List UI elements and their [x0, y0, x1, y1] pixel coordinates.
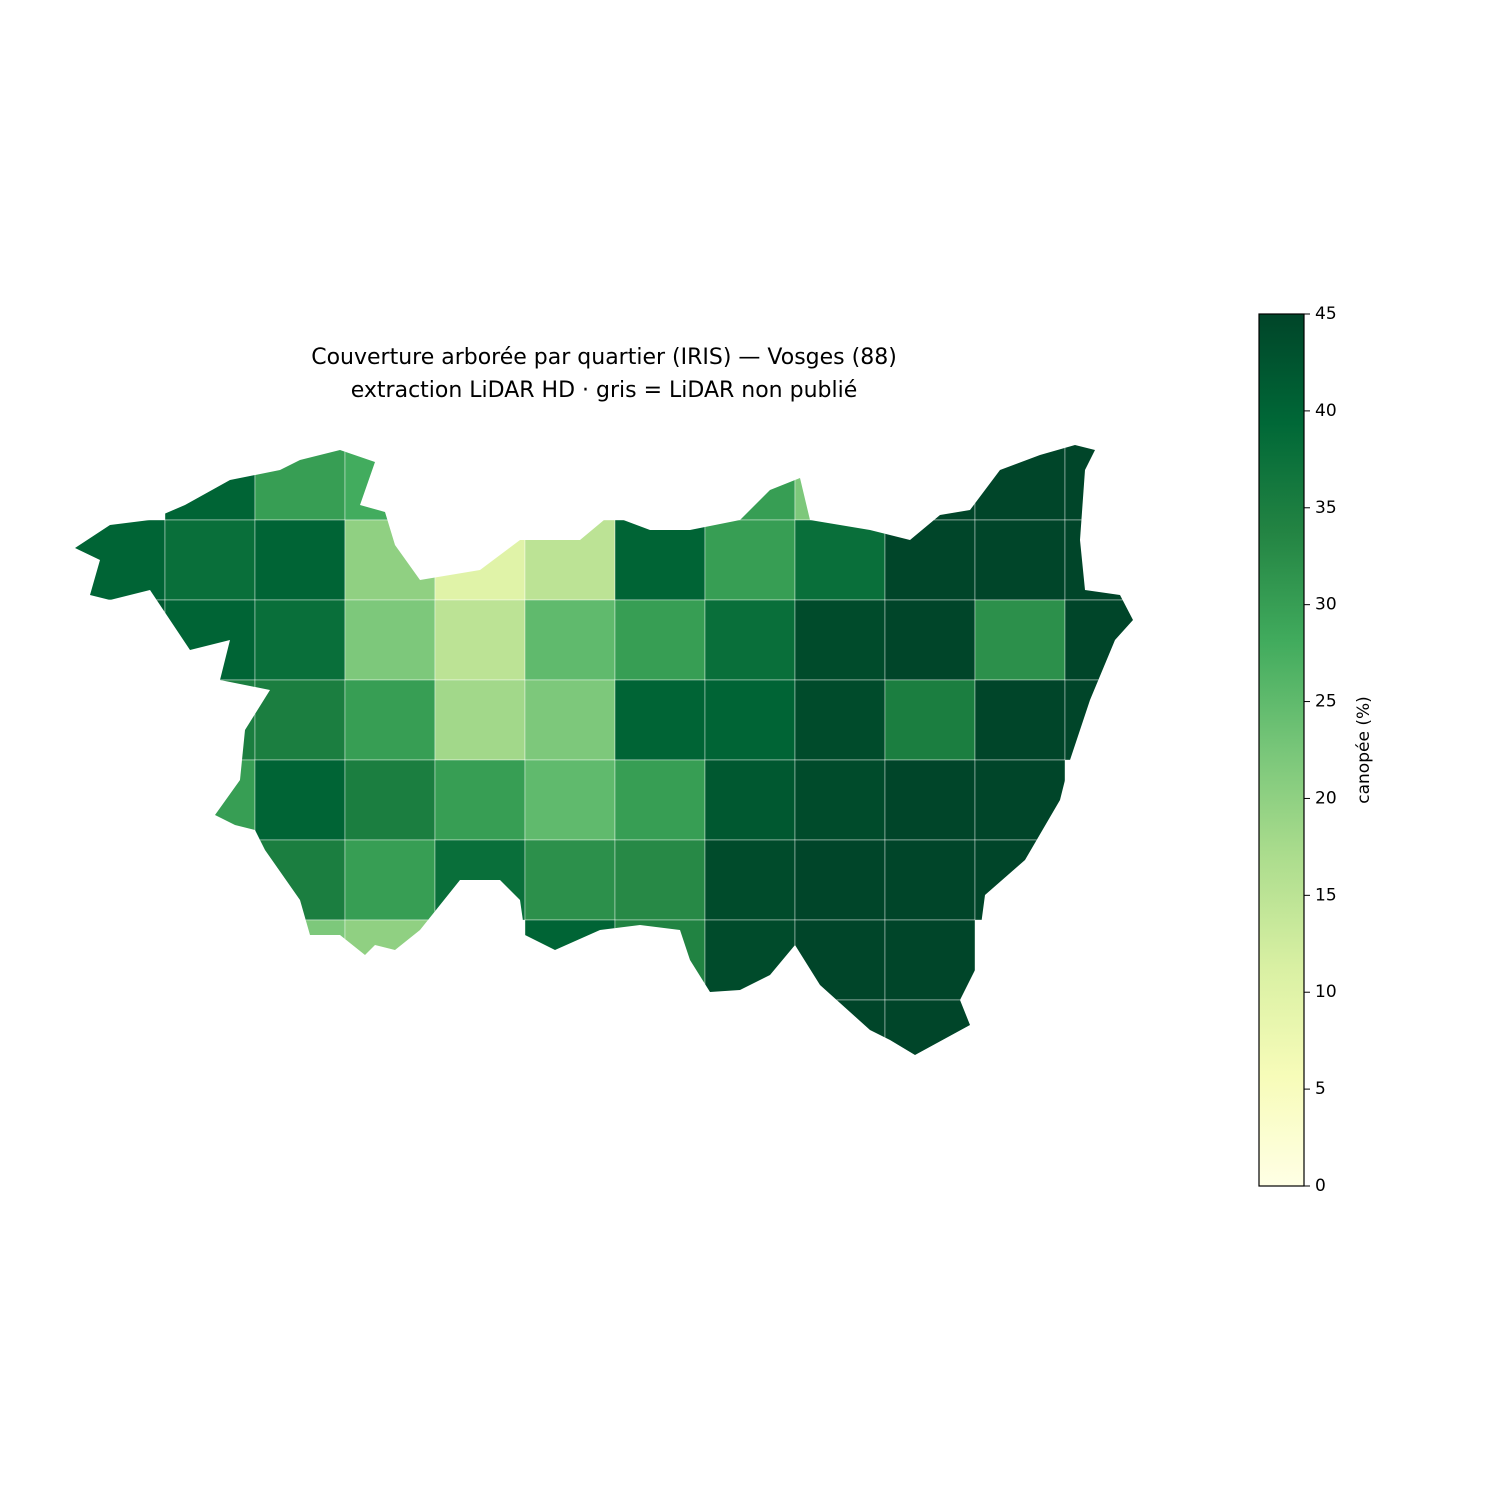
region: [974, 599, 1066, 681]
region: [884, 445, 976, 521]
region: [614, 839, 706, 921]
region: [704, 599, 796, 681]
region: [794, 445, 886, 521]
colorbar-tick-label: 15: [1315, 885, 1337, 905]
region: [434, 679, 526, 761]
region: [704, 839, 796, 921]
region: [794, 759, 886, 841]
region: [614, 519, 706, 601]
region: [524, 599, 616, 681]
region: [344, 919, 436, 1001]
region: [164, 759, 256, 841]
region: [254, 445, 346, 521]
region: [344, 759, 436, 841]
region: [794, 999, 886, 1055]
region: [614, 599, 706, 681]
region: [254, 679, 346, 761]
region: [614, 759, 706, 841]
region: [794, 839, 886, 921]
region: [1064, 519, 1133, 601]
colorbar-tick-label: 5: [1315, 1079, 1326, 1099]
colorbar-tick-label: 0: [1315, 1176, 1326, 1196]
region: [884, 999, 976, 1055]
region: [1064, 599, 1133, 681]
region: [524, 519, 616, 601]
colorbar-tick-label: 10: [1315, 982, 1337, 1002]
colorbar-tick-label: 30: [1315, 595, 1337, 615]
region: [164, 519, 256, 601]
region: [344, 599, 436, 681]
region: [344, 445, 436, 521]
region: [254, 839, 346, 921]
region: [1064, 445, 1133, 521]
region: [614, 919, 706, 1001]
region: [704, 519, 796, 601]
region: [974, 679, 1066, 761]
region: [794, 599, 886, 681]
region: [794, 679, 886, 761]
region: [434, 519, 526, 601]
region: [434, 599, 526, 681]
region: [164, 679, 256, 761]
region: [524, 759, 616, 841]
map-title: Couverture arborée par quartier (IRIS) —…: [311, 345, 897, 370]
region: [884, 759, 976, 841]
region: [704, 679, 796, 761]
colorbar-tick-label: 25: [1315, 692, 1337, 712]
region: [614, 679, 706, 761]
colorbar-tick-label: 40: [1315, 401, 1337, 421]
colorbar-label: canopée (%): [1354, 696, 1374, 803]
regions: [75, 445, 1133, 1055]
colorbar-tick-label: 45: [1315, 304, 1337, 324]
region: [434, 759, 526, 841]
region: [974, 519, 1066, 601]
region: [884, 599, 976, 681]
region: [884, 839, 976, 921]
region: [344, 679, 436, 761]
region: [974, 839, 1066, 921]
region: [164, 599, 256, 681]
colorbar-tick-label: 20: [1315, 788, 1337, 808]
region: [344, 839, 436, 921]
region: [254, 759, 346, 841]
region: [884, 519, 976, 601]
region: [1064, 679, 1133, 761]
region: [884, 679, 976, 761]
region: [884, 919, 976, 1001]
region: [524, 839, 616, 921]
region: [344, 519, 436, 601]
region: [794, 919, 886, 1001]
region: [704, 759, 796, 841]
region: [974, 445, 1066, 521]
colorbar-tick-label: 35: [1315, 498, 1337, 518]
region: [524, 679, 616, 761]
colorbar: [1258, 313, 1305, 1187]
region: [794, 519, 886, 601]
region: [164, 445, 256, 521]
region: [974, 759, 1066, 841]
region: [254, 919, 346, 1001]
region: [254, 519, 346, 601]
region: [704, 445, 796, 521]
region: [254, 599, 346, 681]
region: [704, 919, 796, 1001]
region: [75, 519, 166, 601]
region: [524, 919, 616, 1001]
region: [434, 839, 526, 921]
region: [75, 599, 166, 681]
map-subtitle: extraction LiDAR HD · gris = LiDAR non p…: [351, 378, 858, 403]
